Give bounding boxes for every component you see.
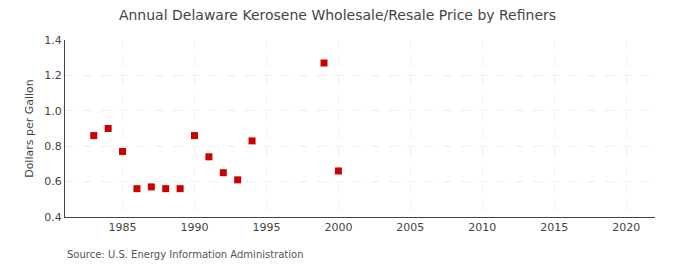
svg-text:1.4: 1.4 bbox=[44, 34, 62, 47]
svg-text:2005: 2005 bbox=[396, 221, 424, 234]
svg-text:1.2: 1.2 bbox=[44, 69, 62, 82]
svg-text:1.0: 1.0 bbox=[44, 105, 62, 118]
svg-text:Source: U.S. Energy Informatio: Source: U.S. Energy Information Administ… bbox=[67, 249, 304, 260]
svg-text:2015: 2015 bbox=[540, 221, 568, 234]
svg-text:Dollars per Gallon: Dollars per Gallon bbox=[23, 79, 36, 178]
svg-text:1995: 1995 bbox=[252, 221, 280, 234]
svg-text:1985: 1985 bbox=[109, 221, 137, 234]
svg-text:0.6: 0.6 bbox=[44, 175, 62, 188]
svg-text:1990: 1990 bbox=[181, 221, 209, 234]
svg-text:2020: 2020 bbox=[612, 221, 640, 234]
svg-text:0.8: 0.8 bbox=[44, 140, 62, 153]
svg-text:Annual Delaware Kerosene Whole: Annual Delaware Kerosene Wholesale/Resal… bbox=[119, 7, 556, 23]
svg-text:2010: 2010 bbox=[468, 221, 496, 234]
svg-text:2000: 2000 bbox=[324, 221, 352, 234]
svg-text:0.4: 0.4 bbox=[44, 211, 62, 224]
